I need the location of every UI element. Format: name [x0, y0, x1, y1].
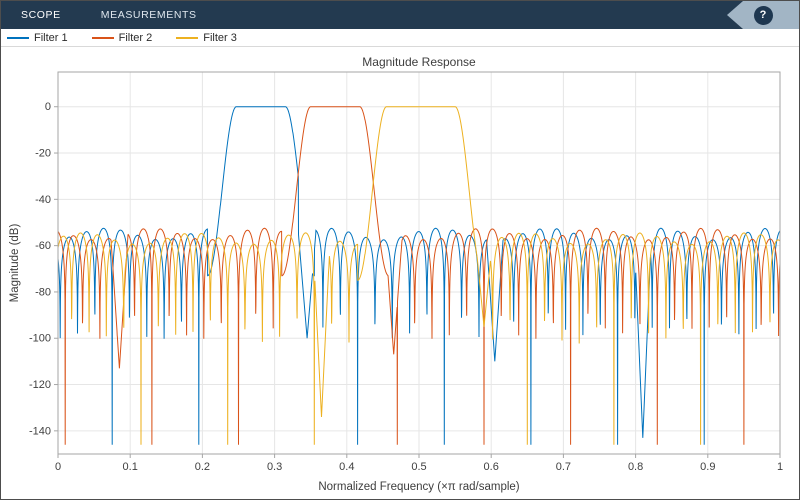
magnitude-response-plot[interactable]: Magnitude Response Magnitude (dB) 0 0.1 0.… — [1, 47, 799, 499]
svg-text:0.2: 0.2 — [195, 461, 210, 473]
help-banner: ? — [727, 1, 799, 29]
svg-text:0: 0 — [45, 101, 51, 113]
help-button[interactable]: ? — [753, 5, 773, 25]
svg-text:0.4: 0.4 — [339, 461, 354, 473]
svg-text:0.8: 0.8 — [628, 461, 643, 473]
svg-text:0.5: 0.5 — [411, 461, 426, 473]
tab-measurements[interactable]: MEASUREMENTS — [100, 9, 197, 21]
chart-title: Magnitude Response — [362, 55, 476, 69]
filter3-line-swatch — [176, 36, 199, 39]
svg-text:0.9: 0.9 — [700, 461, 715, 473]
svg-text:-120: -120 — [29, 379, 51, 391]
legend-label: Filter 2 — [118, 31, 153, 44]
toolbar: SCOPE MEASUREMENTS ? — [1, 1, 799, 29]
x-axis-label: Normalized Frequency (×π rad/sample) — [318, 481, 520, 493]
filter2-line-swatch — [91, 36, 114, 39]
legend: Filter 1 Filter 2 Filter 3 — [1, 29, 799, 47]
filter1-line-swatch — [7, 36, 29, 39]
plot-canvas[interactable]: 0 0.1 0.2 0.3 0.4 0.5 0.6 0.7 0.8 0.9 1 0 -20 -40 -60 -… — [1, 47, 800, 500]
svg-text:-20: -20 — [35, 148, 51, 160]
svg-text:-100: -100 — [29, 333, 51, 345]
legend-label: Filter 3 — [203, 31, 237, 44]
svg-text:-40: -40 — [35, 194, 51, 206]
legend-label: Filter 1 — [34, 31, 68, 44]
svg-text:0.1: 0.1 — [123, 461, 138, 473]
svg-text:0.6: 0.6 — [484, 461, 499, 473]
svg-text:-60: -60 — [35, 240, 51, 252]
svg-text:1: 1 — [777, 461, 783, 473]
svg-text:0.7: 0.7 — [556, 461, 571, 473]
svg-text:0.3: 0.3 — [267, 461, 282, 473]
tab-scope[interactable]: SCOPE — [21, 9, 61, 21]
legend-item-filter3[interactable]: Filter 3 — [176, 32, 237, 44]
svg-text:-80: -80 — [35, 286, 51, 298]
legend-item-filter1[interactable]: Filter 1 — [7, 32, 68, 44]
legend-item-filter2[interactable]: Filter 2 — [91, 31, 153, 44]
svg-text:0: 0 — [55, 461, 61, 473]
svg-text:-140: -140 — [29, 425, 51, 437]
